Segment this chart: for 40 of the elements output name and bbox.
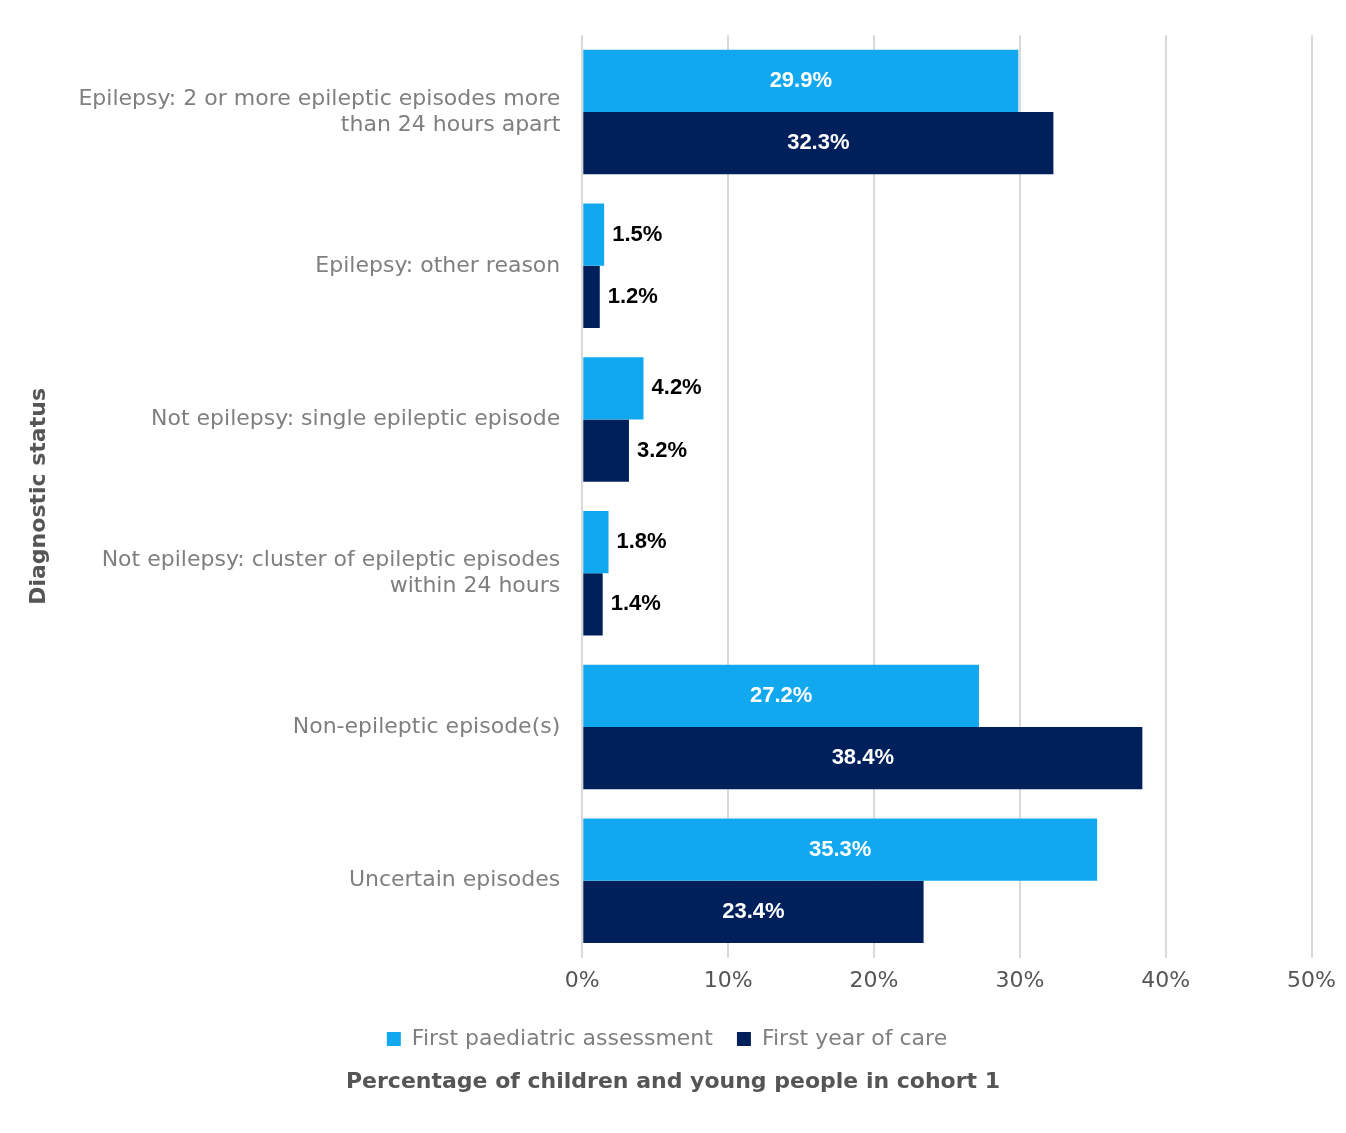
- y-tick-label: Epilepsy: other reason: [315, 251, 561, 277]
- bar: [583, 573, 603, 636]
- data-label: 1.8%: [616, 528, 667, 554]
- bar: [583, 511, 609, 574]
- y-tick-label: Epilepsy: 2 or more epileptic episodes more than 24 hours apart: [78, 84, 561, 136]
- bar: [583, 112, 1054, 175]
- bar: [583, 357, 644, 420]
- data-label: 1.5%: [612, 220, 663, 246]
- bar: [583, 265, 600, 329]
- bar: [583, 880, 924, 943]
- y-tick-label: Not epilepsy: cluster of epileptic episodes within 24 hours: [101, 545, 561, 598]
- y-tick-label: Non-epileptic episode(s): [292, 712, 561, 738]
- x-axis-title: Percentage of children and young people in cohort 1: [344, 1068, 1002, 1093]
- data-label: 1.2%: [607, 282, 658, 308]
- x-tick-label: 30%: [995, 966, 1045, 992]
- legend-label: First paediatric assessment: [411, 1024, 714, 1050]
- y-axis-title: Diagnostic status: [24, 388, 50, 605]
- bar: [583, 49, 1019, 113]
- data-label: 29.9%: [769, 67, 833, 92]
- x-tick-label: 40%: [1141, 966, 1191, 992]
- x-tick-label: 50%: [1287, 966, 1336, 992]
- bar: [583, 664, 979, 727]
- x-tick-label: 20%: [849, 966, 899, 992]
- x-tick-label: 0%: [564, 966, 600, 992]
- bar: [583, 818, 1098, 881]
- data-label: 4.2%: [651, 374, 702, 400]
- bar: [583, 727, 1143, 790]
- bar: [583, 419, 629, 482]
- data-label: 38.4%: [831, 744, 895, 770]
- data-label: 23.4%: [722, 897, 785, 923]
- y-tick-label: Not epilepsy: single epileptic episode: [151, 405, 561, 431]
- x-tick-label: 10%: [703, 966, 753, 992]
- data-label: 27.2%: [749, 681, 813, 707]
- data-label: 35.3%: [809, 835, 872, 861]
- legend-label: First year of care: [761, 1024, 948, 1050]
- data-label: 32.3%: [787, 129, 850, 155]
- bar: [583, 203, 605, 266]
- data-label: 1.4%: [610, 590, 661, 616]
- data-label: 3.2%: [636, 436, 688, 462]
- y-tick-label: Uncertain episodes: [348, 866, 561, 892]
